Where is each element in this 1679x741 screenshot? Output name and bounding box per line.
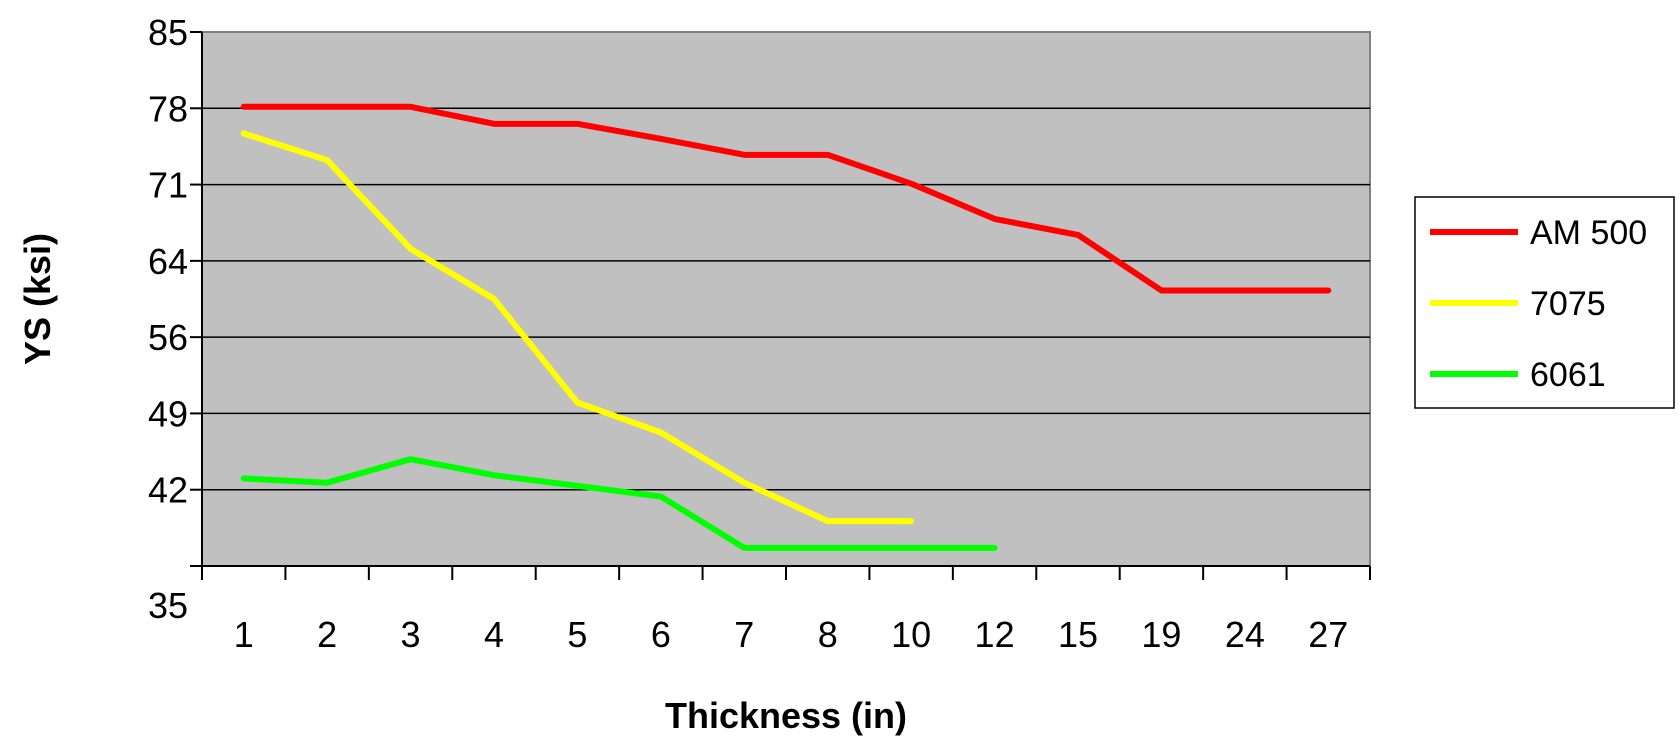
y-axis-title: YS (ksi) xyxy=(17,233,58,365)
y-tick-label: 56 xyxy=(148,317,188,358)
x-tick-label: 12 xyxy=(975,614,1015,655)
x-tick-label: 27 xyxy=(1308,614,1348,655)
x-tick-label: 1 xyxy=(234,614,254,655)
legend: AM 500 7075 6061 xyxy=(1414,196,1675,409)
series-line-6061 xyxy=(240,456,998,551)
series-line-am-500 xyxy=(240,103,1332,294)
legend-label: 6061 xyxy=(1530,356,1606,394)
y-tick-label: 42 xyxy=(148,470,188,511)
y-tick-label: 49 xyxy=(148,393,188,434)
x-tick-label: 7 xyxy=(734,614,754,655)
series-line-7075 xyxy=(240,130,915,525)
y-tick-label: 71 xyxy=(148,165,188,206)
y-ticks: 85 78 71 64 56 49 42 35 xyxy=(148,12,202,626)
x-tick-label: 10 xyxy=(891,614,931,655)
x-tick-label: 24 xyxy=(1225,614,1265,655)
x-tick-label: 15 xyxy=(1058,614,1098,655)
x-ticks: 1 2 3 4 5 6 7 8 10 12 15 19 24 27 xyxy=(201,566,1371,655)
legend-label: AM 500 xyxy=(1530,214,1647,252)
y-tick-label: 85 xyxy=(148,12,188,53)
series-lines xyxy=(240,103,1332,551)
x-axis-title: Thickness (in) xyxy=(665,695,907,736)
legend-label: 7075 xyxy=(1530,285,1606,323)
x-tick-label: 3 xyxy=(401,614,421,655)
y-tick-label: 35 xyxy=(148,585,188,626)
gridlines xyxy=(202,107,1370,491)
x-tick-label: 2 xyxy=(317,614,337,655)
x-tick-label: 5 xyxy=(567,614,587,655)
x-tick-label: 8 xyxy=(818,614,838,655)
plot-area xyxy=(201,31,1371,567)
x-tick-label: 6 xyxy=(651,614,671,655)
x-tick-label: 4 xyxy=(484,614,504,655)
x-tick-label: 19 xyxy=(1141,614,1181,655)
y-tick-label: 64 xyxy=(148,241,188,282)
y-tick-label: 78 xyxy=(148,88,188,129)
